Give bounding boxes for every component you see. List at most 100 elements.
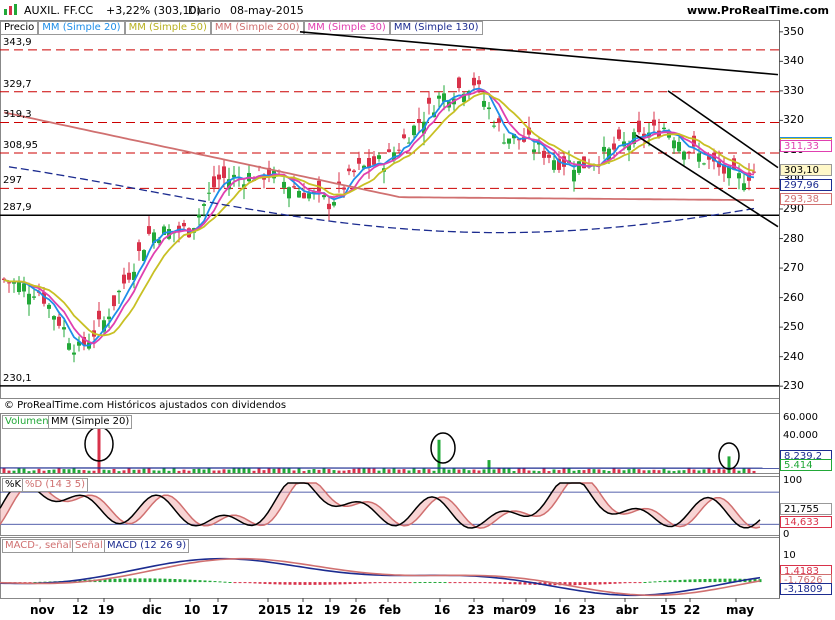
- macd-tick-label: 10: [783, 549, 796, 561]
- macd-hist-legend[interactable]: MACD-, señal: [2, 539, 75, 553]
- volume-bar: [432, 470, 436, 473]
- volume-bar: [42, 470, 46, 473]
- candle-body: [372, 156, 376, 165]
- volume-bar: [437, 439, 441, 473]
- volume-bar: [67, 469, 71, 473]
- ticker-title: AUXIL. FF.CC: [24, 4, 94, 17]
- candle-body: [647, 132, 651, 138]
- macd-histogram-bar: [123, 578, 127, 583]
- volume-bar: [167, 470, 171, 473]
- volume-bar: [62, 469, 66, 473]
- macd-histogram-bar: [333, 582, 337, 585]
- candle-body: [7, 282, 11, 284]
- macd-histogram-bar: [438, 581, 442, 583]
- macd-histogram-bar: [498, 582, 502, 584]
- macd-histogram-bar: [503, 582, 507, 584]
- volume-bar: [637, 469, 641, 473]
- volume-bar: [697, 470, 701, 473]
- macd-histogram-bar: [668, 580, 672, 583]
- x-tick-label: 23: [578, 603, 596, 617]
- candle-body: [527, 127, 531, 135]
- volume-bar: [457, 469, 461, 473]
- level-label: 308,95: [3, 140, 38, 152]
- macd-histogram-bar: [338, 582, 342, 585]
- volume-bar: [392, 468, 396, 473]
- volume-bar: [507, 467, 511, 473]
- volume-bar: [352, 468, 356, 473]
- macd-histogram-bar: [563, 582, 567, 586]
- volume-bar: [47, 470, 51, 473]
- x-tick-label: may: [726, 603, 755, 617]
- candle-body: [442, 93, 446, 102]
- candle-body: [507, 138, 511, 144]
- macd-histogram-bar: [393, 582, 397, 584]
- candle-body: [302, 192, 306, 199]
- volume-bar: [417, 470, 421, 473]
- candle-body: [652, 119, 656, 126]
- candle-body: [97, 310, 101, 320]
- volume-bar: [202, 469, 206, 473]
- volume-bar: [252, 470, 256, 473]
- volume-bar: [77, 469, 81, 473]
- x-tick-label: 22: [683, 603, 701, 617]
- volume-bar: [582, 470, 586, 473]
- candle-body: [367, 157, 371, 168]
- macd-histogram-bar: [323, 582, 327, 585]
- legend-mm200[interactable]: MM (Simple 200): [210, 21, 304, 35]
- candles-group: [2, 72, 756, 363]
- volume-bar: [402, 469, 406, 473]
- volume-bar: [422, 468, 426, 473]
- stoch-d-line: [0, 482, 761, 529]
- chart-icon: [4, 4, 17, 15]
- volume-bar: [657, 470, 661, 473]
- candle-body: [72, 352, 76, 355]
- volume-legend-label[interactable]: Volumen: [2, 415, 52, 429]
- macd-histogram-bar: [433, 581, 437, 583]
- volume-ma-legend[interactable]: MM (Simple 20): [48, 415, 133, 429]
- price-tag: 311,33: [780, 140, 832, 152]
- volume-bar: [472, 469, 476, 473]
- macd-histogram-bar: [233, 582, 237, 584]
- macd-histogram-bar: [608, 582, 612, 585]
- volume-bar: [52, 469, 56, 473]
- volume-bar: [187, 470, 191, 473]
- candle-body: [407, 142, 411, 144]
- macd-histogram-bar: [638, 582, 642, 584]
- macd-histogram-bar: [663, 580, 667, 583]
- macd-legend[interactable]: MACD (12 26 9): [104, 539, 190, 553]
- volume-bar: [502, 468, 506, 473]
- legend-mm20[interactable]: MM (Simple 20): [38, 21, 125, 35]
- macd-histogram-bar: [643, 581, 647, 583]
- stoch-k-legend[interactable]: %K: [2, 478, 25, 492]
- macd-signal-legend[interactable]: Señal: [72, 539, 106, 553]
- macd-histogram-bar: [688, 579, 692, 583]
- legend-mm130[interactable]: MM (Simple 130): [389, 21, 483, 35]
- site-link[interactable]: www.ProRealTime.com: [686, 4, 829, 17]
- volume-bar: [477, 470, 481, 473]
- candle-body: [457, 77, 461, 89]
- volume-bar: [112, 468, 116, 473]
- mm50-line: [3, 92, 755, 337]
- stoch-tag: 14,633: [780, 516, 832, 528]
- candle-body: [127, 272, 131, 280]
- volume-bar: [387, 469, 391, 473]
- candle-body: [297, 190, 301, 198]
- macd-histogram-bar: [158, 578, 162, 583]
- macd-histogram-bar: [178, 579, 182, 583]
- candle-body: [57, 316, 61, 326]
- candle-body: [362, 165, 366, 169]
- y-tick-label: 280: [783, 231, 804, 245]
- price-legend: Precio MM (Simple 20) MM (Simple 50) MM …: [0, 21, 483, 35]
- candle-body: [632, 132, 636, 144]
- candle-body: [612, 143, 616, 150]
- candle-body: [557, 158, 561, 170]
- macd-histogram-bar: [148, 578, 152, 583]
- stoch-d-legend[interactable]: %D (14 3 5): [22, 478, 88, 492]
- macd-histogram-bar: [348, 582, 352, 585]
- volume-bar: [17, 468, 21, 473]
- candle-body: [637, 120, 641, 133]
- level-label: 230,1: [3, 372, 32, 384]
- legend-mm50[interactable]: MM (Simple 50): [124, 21, 211, 35]
- macd-histogram-bar: [598, 582, 602, 585]
- legend-mm30[interactable]: MM (Simple 30): [303, 21, 390, 35]
